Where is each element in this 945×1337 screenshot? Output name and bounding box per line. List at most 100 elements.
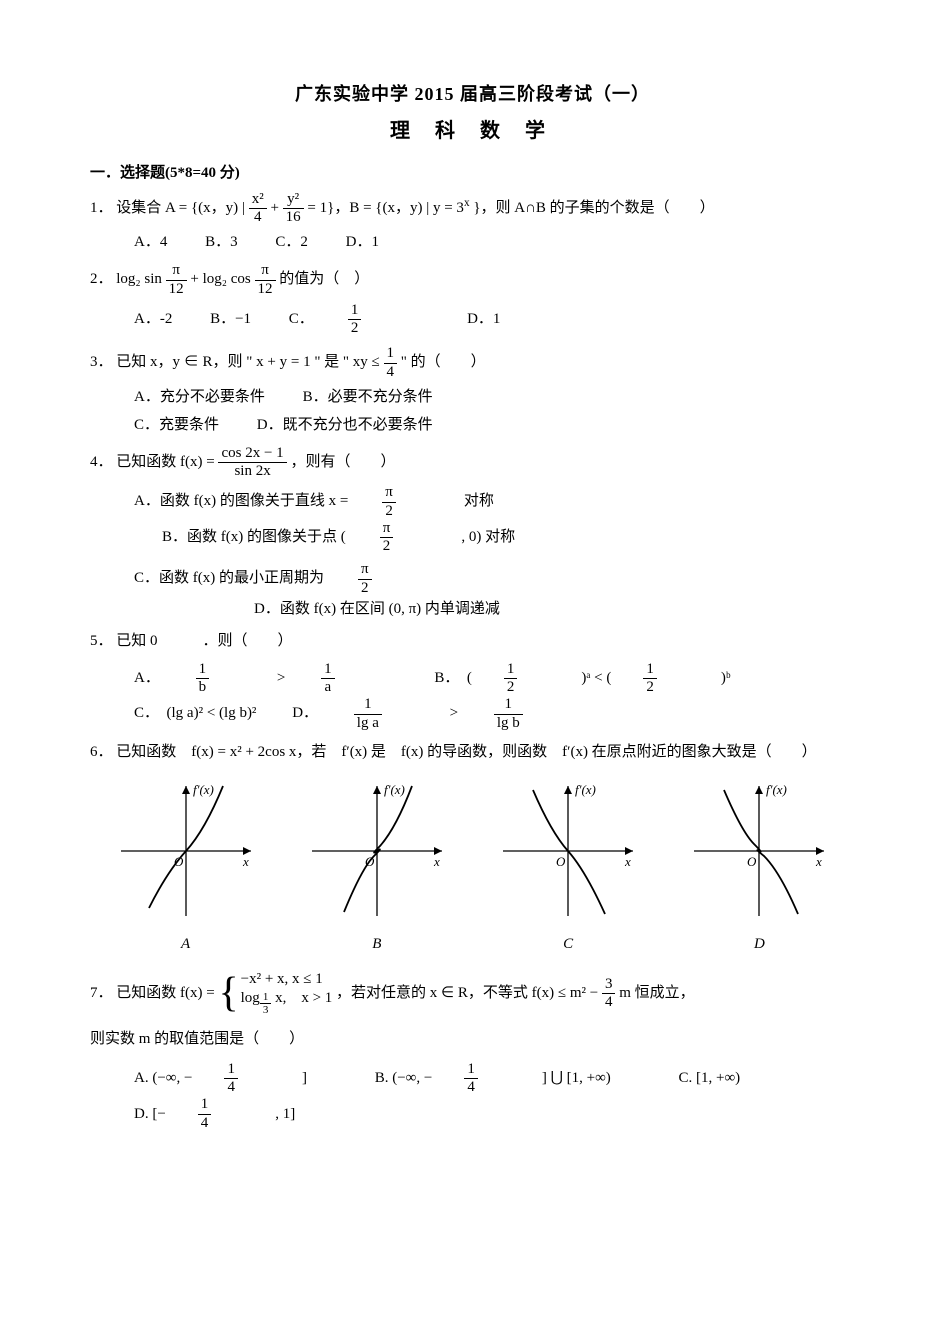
q2-t3: 的值为（ ）: [279, 271, 369, 287]
q6-number: 6．: [90, 744, 113, 760]
q3-opt-a: A．充分不必要条件: [134, 385, 265, 409]
q2-opt-b: B．−1: [210, 307, 251, 331]
q1-number: 1．: [90, 200, 113, 216]
q2-opt-a: A．-2: [134, 307, 172, 331]
q2-frac-2: π12: [255, 262, 276, 298]
chart-d-svg: f′(x) x O: [684, 776, 834, 926]
q1-sup-x: x: [464, 197, 470, 209]
section-1-head: 一．选择题(5*8=40 分): [90, 161, 855, 185]
q2-options: A．-2 B．−1 C．12 D．1: [134, 302, 855, 338]
question-1: 1． 设集合 A = {(x，y) | x²4 + y²16 = 1}，B = …: [90, 191, 855, 255]
q3-opt-d: D．既不充分也不必要条件: [257, 413, 433, 437]
q3-t2: " 的（ ）: [401, 354, 486, 370]
q2-frac-1: π12: [166, 262, 187, 298]
q6-label-a: A: [111, 932, 261, 956]
q1-text-a: 设集合 A = {(x，y) |: [116, 200, 245, 216]
q7-t3: m 恒成立，: [619, 985, 694, 1001]
q5-t1: 已知 0 ．则（ ）: [116, 633, 292, 649]
q6-label-d: D: [684, 932, 834, 956]
exam-title: 广东实验中学 2015 届高三阶段考试（一）: [90, 80, 855, 109]
q4-opt-d: D．函数 f(x) 在区间 (0, π) 内单调递减: [254, 597, 500, 621]
q7-t1: 已知函数 f(x) =: [116, 985, 218, 1001]
q3-opt-b: B．必要不充分条件: [303, 385, 433, 409]
q5-opt-b: B． (12)ᵃ < (12)ᵇ: [434, 661, 762, 697]
q5-opt-a: A． 1b > 1a: [134, 661, 399, 697]
q6-t1: 已知函数 f(x) = x² + 2cos x，若 f′(x) 是 f(x) 的…: [116, 744, 816, 760]
q1-plus: +: [270, 200, 282, 216]
svg-text:f′(x): f′(x): [766, 782, 787, 797]
q4-number: 4．: [90, 454, 113, 470]
question-5: 5． 已知 0 ．则（ ） A． 1b > 1a B． (12)ᵃ < (12)…: [90, 629, 855, 732]
q1-eq: = 1}，B = {(x，y) | y = 3: [307, 200, 464, 216]
question-6: 6． 已知函数 f(x) = x² + 2cos x，若 f′(x) 是 f(x…: [90, 740, 855, 764]
q3-options-1: A．充分不必要条件 B．必要不充分条件: [134, 385, 855, 409]
svg-text:x: x: [815, 854, 822, 869]
q1-frac-1: x²4: [249, 191, 267, 227]
q6-chart-a: f′(x) x O A: [111, 776, 261, 956]
q3-options-2: C．充要条件 D．既不充分也不必要条件: [134, 413, 855, 437]
svg-text:x: x: [242, 854, 249, 869]
q4-options-row1: A．函数 f(x) 的图像关于直线 x = π2 对称 B．函数 f(x) 的图…: [134, 484, 855, 555]
q3-number: 3．: [90, 354, 113, 370]
q1-opt-c: C．2: [275, 230, 308, 254]
q2-opt-c: C．12: [289, 302, 430, 338]
svg-text:O: O: [747, 854, 757, 869]
q5-opt-d: D． 1lg a > 1lg b: [292, 696, 587, 732]
q4-t2: ，则有（ ）: [290, 454, 395, 470]
q6-label-c: C: [493, 932, 643, 956]
q7-frac-3: 34: [602, 976, 616, 1012]
q5-options: A． 1b > 1a B． (12)ᵃ < (12)ᵇ C． (lg a)² <…: [134, 661, 855, 732]
chart-c-svg: f′(x) x O: [493, 776, 643, 926]
q6-chart-b: f′(x) x O B: [302, 776, 452, 956]
q1-frac-2: y²16: [283, 191, 304, 227]
left-brace-icon: {: [218, 972, 238, 1014]
q1-opt-d: D．1: [346, 230, 379, 254]
chart-a-svg: f′(x) x O: [111, 776, 261, 926]
q1-opt-a: A．4: [134, 230, 167, 254]
q5-number: 5．: [90, 633, 113, 649]
q7-opt-b: B. (−∞, −14] ⋃ [1, +∞): [375, 1061, 643, 1097]
q7-t4: 则实数 m 的取值范围是（ ）: [90, 1027, 855, 1051]
q6-charts: f′(x) x O A f′(x) x O B f′(x) x O: [90, 776, 855, 956]
svg-text:f′(x): f′(x): [193, 782, 214, 797]
svg-text:O: O: [556, 854, 566, 869]
question-7: 7． 已知函数 f(x) = { −x² + x, x ≤ 1 log13 x,…: [90, 970, 855, 1132]
q7-options: A. (−∞, −14] B. (−∞, −14] ⋃ [1, +∞) C. […: [134, 1061, 855, 1132]
exam-subject: 理 科 数 学: [90, 115, 855, 147]
q1-opt-b: B．3: [205, 230, 238, 254]
question-2: 2． log₂ sin π12 + log₂ cos π12 的值为（ ） A．…: [90, 262, 855, 337]
q7-opt-c: C. [1, +∞): [679, 1066, 741, 1090]
q5-opt-c: C． (lg a)² < (lg b)²: [134, 701, 256, 725]
q2-opt-d: D．1: [467, 307, 500, 331]
q6-label-b: B: [302, 932, 452, 956]
q4-t1: 已知函数 f(x) =: [116, 454, 218, 470]
q6-chart-d: f′(x) x O D: [684, 776, 834, 956]
svg-text:x: x: [433, 854, 440, 869]
q4-opt-c: C．函数 f(x) 的最小正周期为 π2: [134, 561, 440, 597]
q4-frac: cos 2x − 1sin 2x: [218, 445, 286, 481]
q7-piecewise: { −x² + x, x ≤ 1 log13 x, x > 1: [218, 970, 332, 1017]
q4-options-row2: C．函数 f(x) 的最小正周期为 π2 D．函数 f(x) 在区间 (0, π…: [134, 561, 855, 621]
q7-number: 7．: [90, 985, 113, 1001]
question-3: 3． 已知 x，y ∈ R，则 " x + y = 1 " 是 " xy ≤ 1…: [90, 345, 855, 437]
q7-opt-a: A. (−∞, −14]: [134, 1061, 339, 1097]
q1-text-b: }，则 A∩B 的子集的个数是（ ）: [473, 200, 714, 216]
q2-t2: + log₂ cos: [190, 271, 250, 287]
q4-opt-b: B．函数 f(x) 的图像关于点 (π2, 0) 对称: [162, 520, 549, 556]
q6-chart-c: f′(x) x O C: [493, 776, 643, 956]
q1-options: A．4 B．3 C．2 D．1: [134, 230, 855, 254]
q7-opt-d: D. [−14, 1]: [134, 1096, 327, 1132]
svg-text:f′(x): f′(x): [384, 782, 405, 797]
q7-pw-row2: log13 x, x > 1: [241, 989, 333, 1017]
q3-frac: 14: [384, 345, 398, 381]
q7-pw-row1: −x² + x, x ≤ 1: [241, 970, 333, 990]
q4-opt-a: A．函数 f(x) 的图像关于直线 x = π2 对称: [134, 484, 528, 520]
q3-t1: 已知 x，y ∈ R，则 " x + y = 1 " 是 " xy ≤: [116, 354, 383, 370]
q7-t2: ，若对任意的 x ∈ R，不等式 f(x) ≤ m² −: [336, 985, 602, 1001]
q2-number: 2．: [90, 271, 113, 287]
q3-opt-c: C．充要条件: [134, 413, 219, 437]
svg-text:f′(x): f′(x): [575, 782, 596, 797]
q2-t1: log₂ sin: [116, 271, 162, 287]
chart-b-svg: f′(x) x O: [302, 776, 452, 926]
question-4: 4． 已知函数 f(x) = cos 2x − 1sin 2x ，则有（ ） A…: [90, 445, 855, 621]
